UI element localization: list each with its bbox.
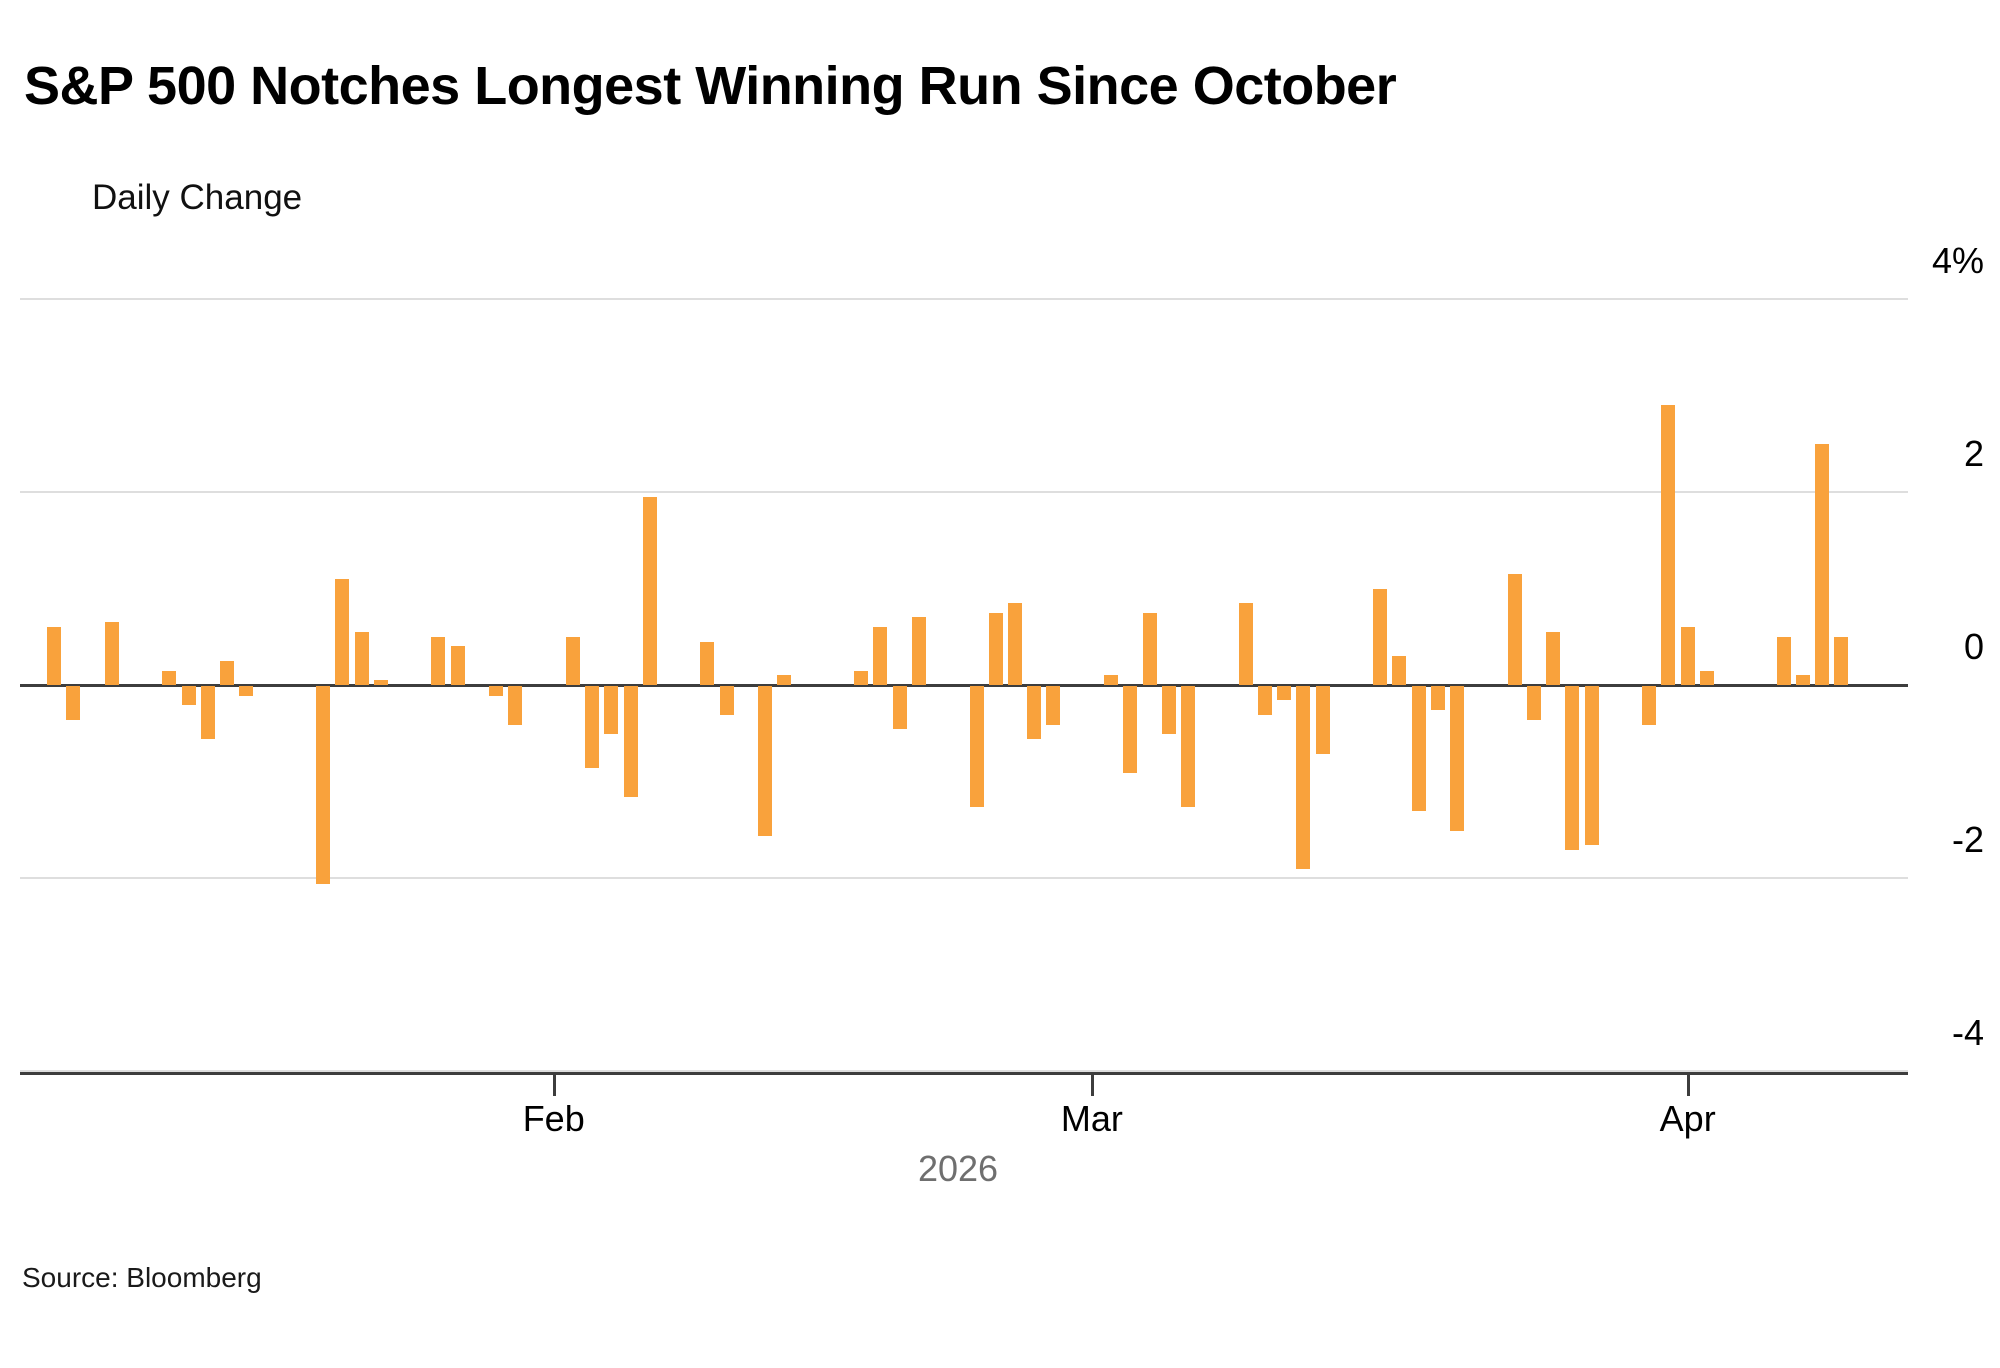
- bar: [316, 686, 331, 884]
- bar: [1142, 612, 1157, 685]
- y-gridline: [20, 1070, 1908, 1072]
- bar: [777, 675, 792, 685]
- bar: [1565, 686, 1580, 851]
- bar: [1834, 636, 1849, 685]
- bar: [623, 686, 638, 797]
- bar: [758, 686, 773, 836]
- y-gridline: [20, 298, 1908, 300]
- bar: [1411, 686, 1426, 812]
- bar: [892, 686, 907, 730]
- bar: [335, 578, 350, 685]
- bar: [565, 636, 580, 685]
- bar: [1776, 636, 1791, 685]
- y-axis-label: -4: [1951, 1012, 1984, 1053]
- bar: [1815, 443, 1830, 685]
- x-axis-label: Apr: [1659, 1098, 1716, 1139]
- bar: [1296, 686, 1311, 870]
- bar: [1546, 631, 1561, 685]
- bar: [1430, 686, 1445, 711]
- bar: [988, 612, 1003, 685]
- bar: [489, 686, 504, 696]
- bar: [508, 686, 523, 725]
- bar: [1104, 675, 1119, 685]
- bar: [373, 680, 388, 685]
- bar: [1507, 574, 1522, 685]
- bar: [1661, 405, 1676, 685]
- bar: [642, 496, 657, 685]
- bar: [354, 631, 369, 685]
- bar: [1526, 686, 1541, 720]
- y-gridline: [20, 877, 1908, 879]
- x-axis-tick: [552, 1073, 556, 1096]
- y-axis-label: 0: [1963, 626, 1984, 667]
- x-axis-label: Feb: [522, 1098, 585, 1139]
- bar: [181, 686, 196, 706]
- bar: [200, 686, 215, 740]
- legend-label: Daily Change: [92, 178, 303, 217]
- bar: [450, 646, 465, 685]
- bar: [700, 641, 715, 685]
- bar: [1642, 686, 1657, 725]
- x-axis-tick: [1090, 1073, 1094, 1096]
- bar: [1161, 686, 1176, 735]
- bar: [911, 617, 926, 685]
- x-axis-tick: [1686, 1073, 1690, 1096]
- x-axis-year-label: 2026: [917, 1148, 999, 1189]
- bar: [854, 670, 869, 685]
- bar: [162, 670, 177, 685]
- bar: [219, 660, 234, 685]
- bar: [1123, 686, 1138, 773]
- bar: [1450, 686, 1465, 831]
- y-axis-label: 2: [1963, 433, 1984, 474]
- chart-title: S&P 500 Notches Longest Winning Run Sinc…: [24, 56, 1397, 116]
- bar: [1277, 686, 1292, 701]
- bar: [104, 622, 119, 685]
- bar: [1046, 686, 1061, 725]
- bar: [604, 686, 619, 735]
- bar: [1796, 675, 1811, 685]
- bar: [1680, 627, 1695, 685]
- bar: [239, 686, 254, 696]
- bar: [1238, 602, 1253, 685]
- bar: [969, 686, 984, 807]
- bar: [873, 627, 888, 685]
- bar: [1392, 656, 1407, 685]
- y-gridline: [20, 491, 1908, 493]
- bar: [431, 636, 446, 685]
- bar: [1008, 602, 1022, 685]
- zero-baseline: [20, 684, 1908, 687]
- bar: [1180, 686, 1195, 807]
- bar: [1257, 686, 1272, 715]
- bar: [1027, 686, 1042, 740]
- x-axis-label: Mar: [1060, 1098, 1123, 1139]
- bar: [1584, 686, 1599, 846]
- bar: [1315, 686, 1330, 754]
- bar: [719, 686, 734, 715]
- x-axis-line: [20, 1072, 1908, 1075]
- bar: [47, 627, 61, 685]
- y-axis-label: -2: [1951, 819, 1984, 860]
- bar: [66, 686, 81, 720]
- y-axis-label: 4%: [1931, 240, 1984, 281]
- bar: [1373, 588, 1388, 685]
- source-attribution: Source: Bloomberg: [22, 1262, 262, 1293]
- bar: [585, 686, 600, 769]
- bar: [1699, 670, 1714, 685]
- legend: Daily Change: [27, 178, 302, 218]
